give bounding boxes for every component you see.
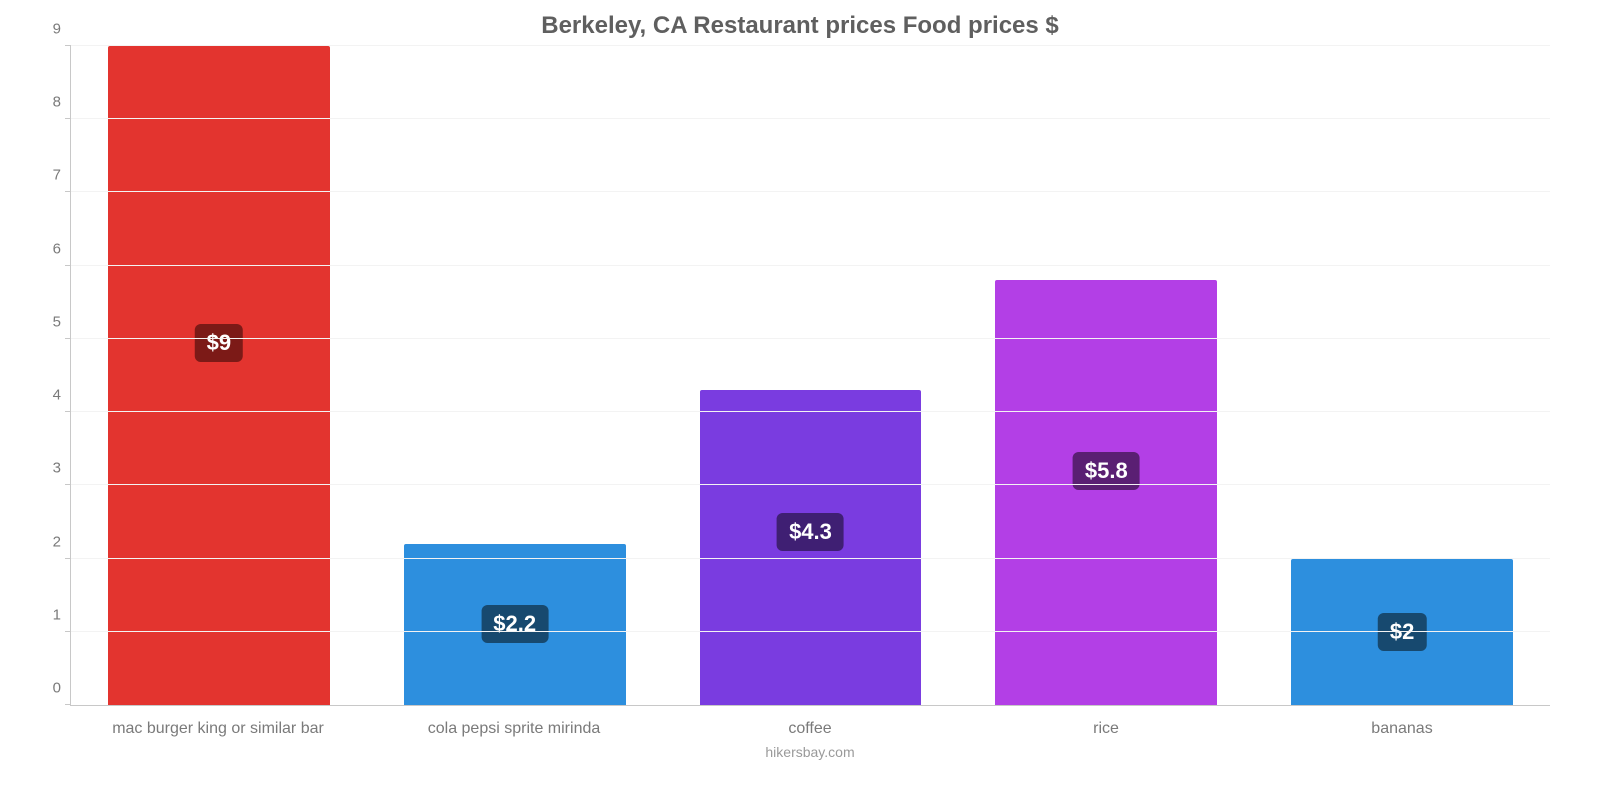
value-badge: $4.3 xyxy=(777,513,844,551)
bar-slot: $9 xyxy=(71,46,367,705)
ytick-mark xyxy=(65,411,71,412)
bar-slot: $2.2 xyxy=(367,46,663,705)
ytick-label: 5 xyxy=(53,313,71,330)
bar: $4.3 xyxy=(700,390,922,705)
x-axis-label: rice xyxy=(958,720,1254,738)
x-axis-label: coffee xyxy=(662,720,958,738)
value-badge: $9 xyxy=(195,324,243,362)
ytick-mark xyxy=(65,45,71,46)
chart-title: Berkeley, CA Restaurant prices Food pric… xyxy=(30,0,1570,46)
chart-credit: hikersbay.com xyxy=(70,744,1550,760)
ytick-mark xyxy=(65,191,71,192)
bar: $2 xyxy=(1291,559,1513,705)
ytick-mark xyxy=(65,558,71,559)
ytick-mark xyxy=(65,704,71,705)
gridline xyxy=(71,118,1550,119)
ytick-label: 2 xyxy=(53,533,71,550)
gridline xyxy=(71,484,1550,485)
gridline xyxy=(71,558,1550,559)
ytick-mark xyxy=(65,265,71,266)
bars-layer: $9 $2.2 $4.3 $5.8 $2 xyxy=(71,46,1550,705)
gridline xyxy=(71,631,1550,632)
ytick-label: 4 xyxy=(53,387,71,404)
plot-area: $9$2.2$4.3$5.8$2 0123456789 xyxy=(70,46,1550,706)
ytick-mark xyxy=(65,338,71,339)
ytick-mark xyxy=(65,484,71,485)
ytick-label: 8 xyxy=(53,94,71,111)
ytick-label: 1 xyxy=(53,606,71,623)
ytick-label: 6 xyxy=(53,240,71,257)
plot-outer: $9$2.2$4.3$5.8$2 0123456789 mac burger k… xyxy=(70,46,1550,760)
ytick-mark xyxy=(65,631,71,632)
gridline xyxy=(71,191,1550,192)
x-axis-labels: mac burger king or similar barcola pepsi… xyxy=(70,720,1550,738)
x-axis-label: bananas xyxy=(1254,720,1550,738)
chart-container: Berkeley, CA Restaurant prices Food pric… xyxy=(0,0,1600,800)
value-badge: $2 xyxy=(1378,613,1426,651)
bar-slot: $4.3 xyxy=(663,46,959,705)
x-axis-label: cola pepsi sprite mirinda xyxy=(366,720,662,738)
gridline xyxy=(71,265,1550,266)
ytick-label: 7 xyxy=(53,167,71,184)
ytick-label: 3 xyxy=(53,460,71,477)
ytick-mark xyxy=(65,118,71,119)
gridline xyxy=(71,338,1550,339)
value-badge: $2.2 xyxy=(481,605,548,643)
ytick-label: 0 xyxy=(53,680,71,697)
gridline xyxy=(71,411,1550,412)
gridline xyxy=(71,45,1550,46)
bar: $2.2 xyxy=(404,544,626,705)
bar: $9 xyxy=(108,46,330,705)
ytick-label: 9 xyxy=(53,21,71,38)
x-axis-label: mac burger king or similar bar xyxy=(70,720,366,738)
bar-slot: $5.8 xyxy=(958,46,1254,705)
bar: $5.8 xyxy=(995,280,1217,705)
bar-slot: $2 xyxy=(1254,46,1550,705)
